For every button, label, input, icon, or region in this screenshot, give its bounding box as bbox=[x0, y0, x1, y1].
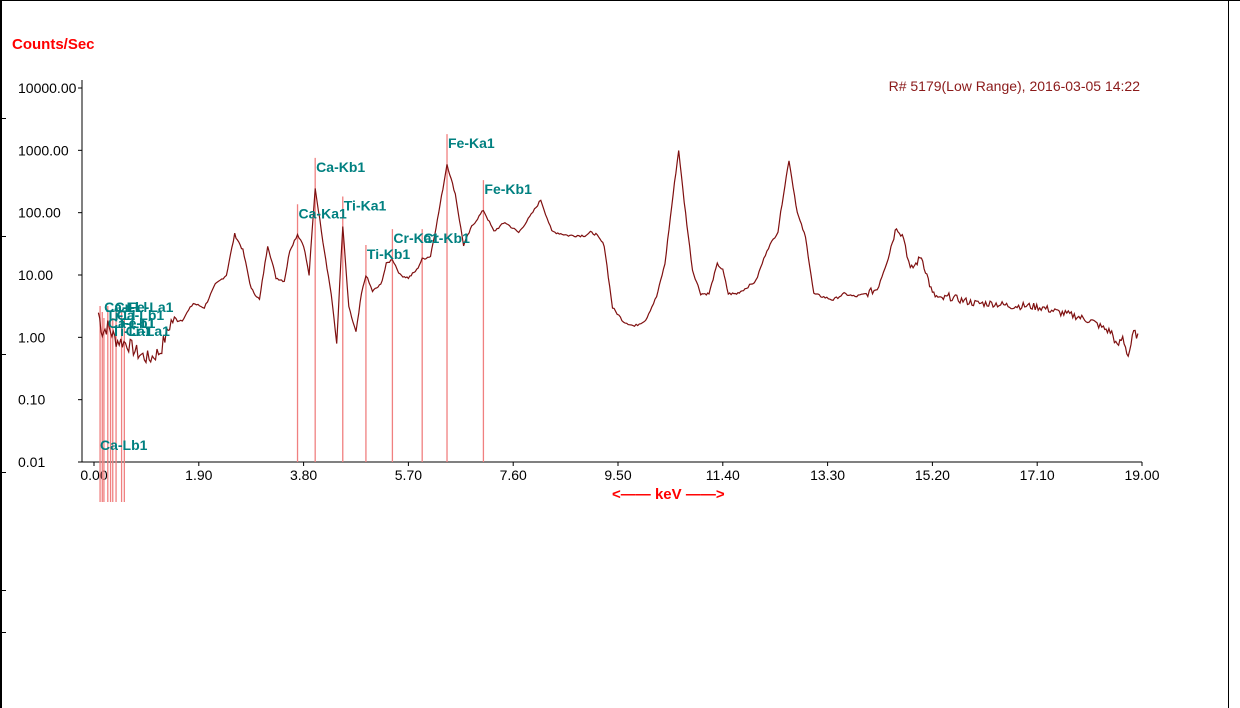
border-tick bbox=[0, 590, 6, 591]
peak-marker-label: Ca-Lb1 bbox=[108, 315, 156, 331]
x-tick-label: 19.00 bbox=[1124, 467, 1159, 483]
peak-marker-label: Ca-Ll bbox=[104, 299, 139, 315]
peak-markers bbox=[99, 134, 485, 502]
window-right-border bbox=[1228, 0, 1229, 708]
peak-marker-label: Ti-Ka1 bbox=[344, 197, 387, 213]
border-tick bbox=[0, 354, 6, 355]
peak-marker-label: Fe-Ka1 bbox=[448, 135, 495, 151]
x-tick-label: 9.50 bbox=[604, 467, 631, 483]
peak-marker-label: Cr-Ll bbox=[115, 299, 148, 315]
peak-marker-label: Ti-Kb1 bbox=[367, 246, 411, 262]
peak-marker-label: Ca-Lb1 bbox=[100, 437, 148, 453]
spectrum-plot bbox=[97, 150, 1139, 365]
border-tick bbox=[0, 118, 6, 119]
x-tick-label: 13.30 bbox=[810, 467, 845, 483]
spectrum-series-line bbox=[97, 150, 1139, 365]
peak-marker-label: Ti-La1 bbox=[112, 323, 153, 339]
y-tick-label: 10000.00 bbox=[18, 80, 77, 96]
peak-marker-labels: Ca-LlTi-LlCa-Lb1Ti-La1Cr-LlCa-Lb1Fe-LlCr… bbox=[100, 135, 532, 453]
y-axis-label: Counts/Sec bbox=[12, 36, 95, 53]
x-axis-label: <—— keV ——> bbox=[612, 486, 725, 503]
peak-marker-label: Ca-Ka1 bbox=[299, 205, 347, 221]
peak-marker-label: Ca-Lb1 bbox=[117, 307, 165, 323]
peak-marker-label: Ca-Kb1 bbox=[316, 159, 365, 175]
border-tick bbox=[0, 632, 6, 633]
x-tick-label: 7.60 bbox=[500, 467, 527, 483]
peak-marker-label: Cr-La1 bbox=[126, 323, 171, 339]
y-tick-label: 1.00 bbox=[18, 329, 45, 345]
x-tick-label: 5.70 bbox=[395, 467, 422, 483]
x-tick-label: 0.00 bbox=[80, 467, 107, 483]
x-tick-label: 3.80 bbox=[290, 467, 317, 483]
y-tick-label: 1000.00 bbox=[18, 142, 69, 158]
peak-marker-label: Fe-Ll bbox=[120, 315, 153, 331]
border-tick bbox=[0, 236, 6, 237]
axes: 10000.00 1000.00 100.00 10.00 1.00 0.10 0.01 0.… bbox=[18, 80, 1160, 483]
x-tick-label: 11.40 bbox=[706, 467, 740, 483]
run-info-label: R# 5179(Low Range), 2016-03-05 14:22 bbox=[888, 78, 1140, 94]
x-tick-label: 15.20 bbox=[915, 467, 950, 483]
window-top-border bbox=[0, 0, 1240, 1]
left-arrow-icon: <—— bbox=[612, 486, 651, 503]
x-tick-label: 17.10 bbox=[1020, 467, 1055, 483]
y-tick-label: 100.00 bbox=[18, 205, 61, 221]
x-axis-unit: keV bbox=[654, 486, 682, 503]
peak-marker-label: Fe-La1 bbox=[128, 299, 173, 315]
peak-marker-label: Cr-Ka1 bbox=[393, 230, 439, 246]
y-tick-label: 0.01 bbox=[18, 454, 45, 470]
peak-marker-label: Cr-Kb1 bbox=[423, 230, 470, 246]
y-tick-label: 0.10 bbox=[18, 392, 45, 408]
y-tick-label: 10.00 bbox=[18, 267, 53, 283]
x-tick-label: 1.90 bbox=[185, 467, 212, 483]
peak-marker-label: Fe-Kb1 bbox=[484, 181, 532, 197]
border-tick bbox=[0, 472, 6, 473]
right-arrow-icon: ——> bbox=[685, 486, 725, 503]
peak-marker-label: Ti-Ll bbox=[106, 307, 135, 323]
